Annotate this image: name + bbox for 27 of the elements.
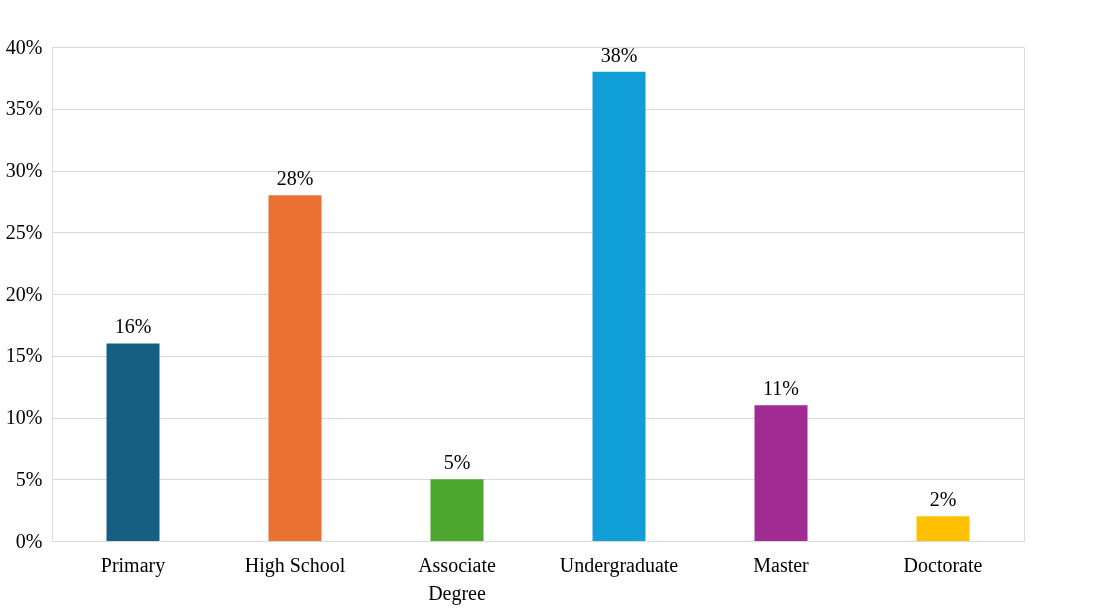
data-label: 16% bbox=[114, 315, 152, 338]
y-tick-label: 15% bbox=[5, 344, 43, 367]
y-tick-label: 30% bbox=[5, 159, 43, 181]
bar bbox=[592, 71, 646, 541]
x-tick-label: Doctorate bbox=[903, 553, 983, 576]
bar bbox=[268, 195, 322, 541]
bar bbox=[916, 516, 970, 541]
y-tick-label: 0% bbox=[15, 529, 43, 552]
x-tick-label: Associate Degree bbox=[418, 553, 496, 605]
data-label: 11% bbox=[763, 377, 799, 400]
y-tick-label: 25% bbox=[5, 220, 43, 243]
x-tick-label: Primary bbox=[100, 553, 166, 577]
bar bbox=[754, 405, 808, 541]
data-label: 2% bbox=[929, 488, 957, 511]
bar bbox=[430, 479, 484, 541]
y-tick-label: 35% bbox=[5, 97, 43, 120]
data-label: 5% bbox=[443, 451, 471, 474]
y-tick-label: 20% bbox=[5, 282, 43, 305]
data-label: 38% bbox=[600, 43, 638, 66]
x-tick-label: Master bbox=[753, 553, 810, 576]
x-tick-label: Undergraduate bbox=[559, 553, 679, 577]
y-tick-label: 10% bbox=[5, 406, 43, 428]
bar bbox=[106, 343, 160, 541]
data-label: 28% bbox=[276, 167, 314, 190]
x-tick-label: High School bbox=[244, 553, 346, 577]
y-tick-label: 40% bbox=[5, 35, 43, 58]
y-tick-label: 5% bbox=[15, 467, 43, 490]
